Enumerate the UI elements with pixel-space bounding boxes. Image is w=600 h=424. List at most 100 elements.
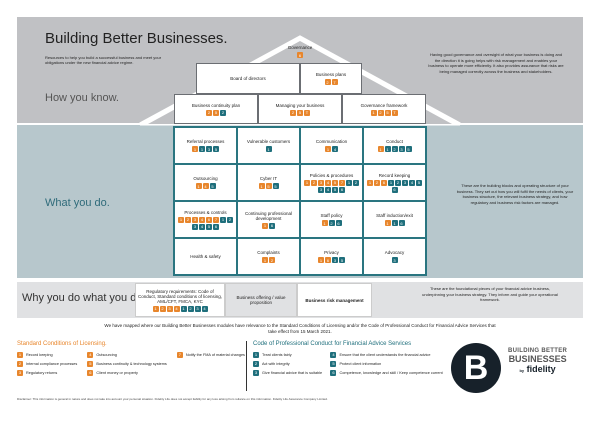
legend-item: 5 Protect client information xyxy=(330,359,443,368)
logo-emblem: B xyxy=(451,343,501,393)
building-block: Privacy 1 6 3 5 xyxy=(300,238,363,275)
building-block: Continuing professional development 1 6 xyxy=(237,201,300,238)
licensing-badge: 4 xyxy=(202,183,209,189)
building-block: Record keeping 1 2 6 1 2 3 4 5 6 xyxy=(363,164,426,201)
code-badge: 6 xyxy=(339,186,345,193)
roof-block: Governance 6 xyxy=(280,41,320,62)
code-badge: 2 xyxy=(395,179,401,186)
building-block: Policies & procedures 1 2 3 4 5 7 1 2 3 4 5 6 xyxy=(300,164,363,201)
code-badge: 3 xyxy=(192,223,198,230)
roof-block: Business continuity plan 2 5 2 xyxy=(174,94,258,124)
licensing-badge: 3 xyxy=(166,305,173,312)
legend-item: 4 Outsourcing xyxy=(87,350,169,359)
legend-item: 3 Regulatory returns xyxy=(17,368,79,377)
block-label: Policies & procedures xyxy=(309,172,354,178)
code-badge: 2 xyxy=(220,109,226,116)
legend-item: 2 Internal compliance processes xyxy=(17,359,79,368)
legend-label: Internal compliance processes xyxy=(26,361,78,366)
licensing-badge: 1 xyxy=(195,183,202,189)
block-label: Privacy xyxy=(324,250,339,255)
b-logo-icon: B xyxy=(463,348,489,387)
code-badge: 2 xyxy=(391,146,398,152)
badge-list: 3 xyxy=(391,257,398,263)
licensing-badge: 1 xyxy=(367,179,373,186)
code-badge: 4 xyxy=(409,179,415,186)
code-badge: 5 xyxy=(416,179,422,186)
block-label: Outsourcing xyxy=(193,176,218,181)
block-label: Business plans xyxy=(315,72,347,77)
block-label: Communication xyxy=(315,139,348,144)
licensing-badge: T xyxy=(391,109,398,116)
logo-line1: BUILDING BETTER xyxy=(508,348,568,354)
block-label: Staff induction/exit xyxy=(376,213,413,218)
legend-item: 4 Ensure that the client understands the … xyxy=(330,350,443,359)
building-block: Complaints 1 2 xyxy=(237,238,300,275)
code-badge: 1 xyxy=(253,351,259,358)
code-badge: 4 xyxy=(201,305,208,312)
licensing-badge: 6 xyxy=(325,257,331,263)
code-badge: 6 xyxy=(330,369,337,376)
code-badge: 6 xyxy=(335,220,342,226)
block-label: Complaints xyxy=(257,250,280,255)
why-description: These are the foundational pieces of you… xyxy=(422,286,558,302)
licensing-badge: 1 xyxy=(262,257,268,263)
code-badge: 3 xyxy=(318,186,324,193)
licensing-badge: 4 xyxy=(87,351,94,358)
code-badge: 5 xyxy=(332,186,338,193)
building-block: Communication 1 4 xyxy=(300,127,363,164)
roof-block: Managing your business 2 5 T xyxy=(258,94,342,124)
what-label: What you do. xyxy=(45,197,110,209)
licensing-badge: T xyxy=(304,109,310,116)
building-block: Referral processes 1 1 3 5 xyxy=(174,127,237,164)
licensing-badge: 2 xyxy=(311,179,317,186)
licensing-badge: 5 xyxy=(332,179,338,186)
code-badge: 2 xyxy=(353,179,359,186)
why-block: Regulatory requirements: Code of Conduct… xyxy=(135,283,225,317)
building-block: Vulnerable customers 1 xyxy=(237,127,300,164)
building-block: Cyber IT 1 5 5 xyxy=(237,164,300,201)
disclaimer: Disclaimer: This information is general … xyxy=(17,397,328,401)
legend-label: Business continuity & technology systems xyxy=(96,361,167,366)
code-badge: 2 xyxy=(187,305,194,312)
code-badge: 6 xyxy=(391,186,398,193)
legend-label: Client money or property xyxy=(96,370,138,375)
licensing-badge: 6 xyxy=(297,52,303,58)
roof-block: Board of directors xyxy=(196,63,300,94)
block-label: Processes & controls xyxy=(184,209,227,215)
code-badge: 6 xyxy=(213,223,219,230)
code-badge: 3 xyxy=(391,257,398,263)
legend-label: Notify the FMA of material changes xyxy=(185,352,245,357)
block-label: Record keeping xyxy=(378,172,411,178)
legend-label: Regulatory returns xyxy=(26,370,58,375)
licensing-badge: 5 xyxy=(87,360,94,367)
block-label: Advocacy xyxy=(384,250,405,255)
licensing-badge: 3 xyxy=(192,216,198,223)
code-badge: 1 xyxy=(199,146,205,152)
licensing-badge: 2 xyxy=(324,79,331,85)
code-badge: 6 xyxy=(269,222,275,229)
how-label: How you know. xyxy=(45,92,119,104)
licensing-badge: 2 xyxy=(290,109,296,116)
legend-item: 1 Record keeping xyxy=(17,350,79,359)
code-badge: 3 xyxy=(332,257,338,263)
licensing-badge: 7 xyxy=(331,79,338,85)
legend-divider xyxy=(246,341,247,391)
code-badge: 1 xyxy=(220,216,226,223)
what-description: These are the building blocks and operat… xyxy=(456,183,574,205)
licensing-badge: 4 xyxy=(199,216,205,223)
code-badge: 4 xyxy=(325,186,331,193)
licensing-badge: 1 xyxy=(325,146,331,152)
legend-label: Act with integrity xyxy=(262,361,290,366)
